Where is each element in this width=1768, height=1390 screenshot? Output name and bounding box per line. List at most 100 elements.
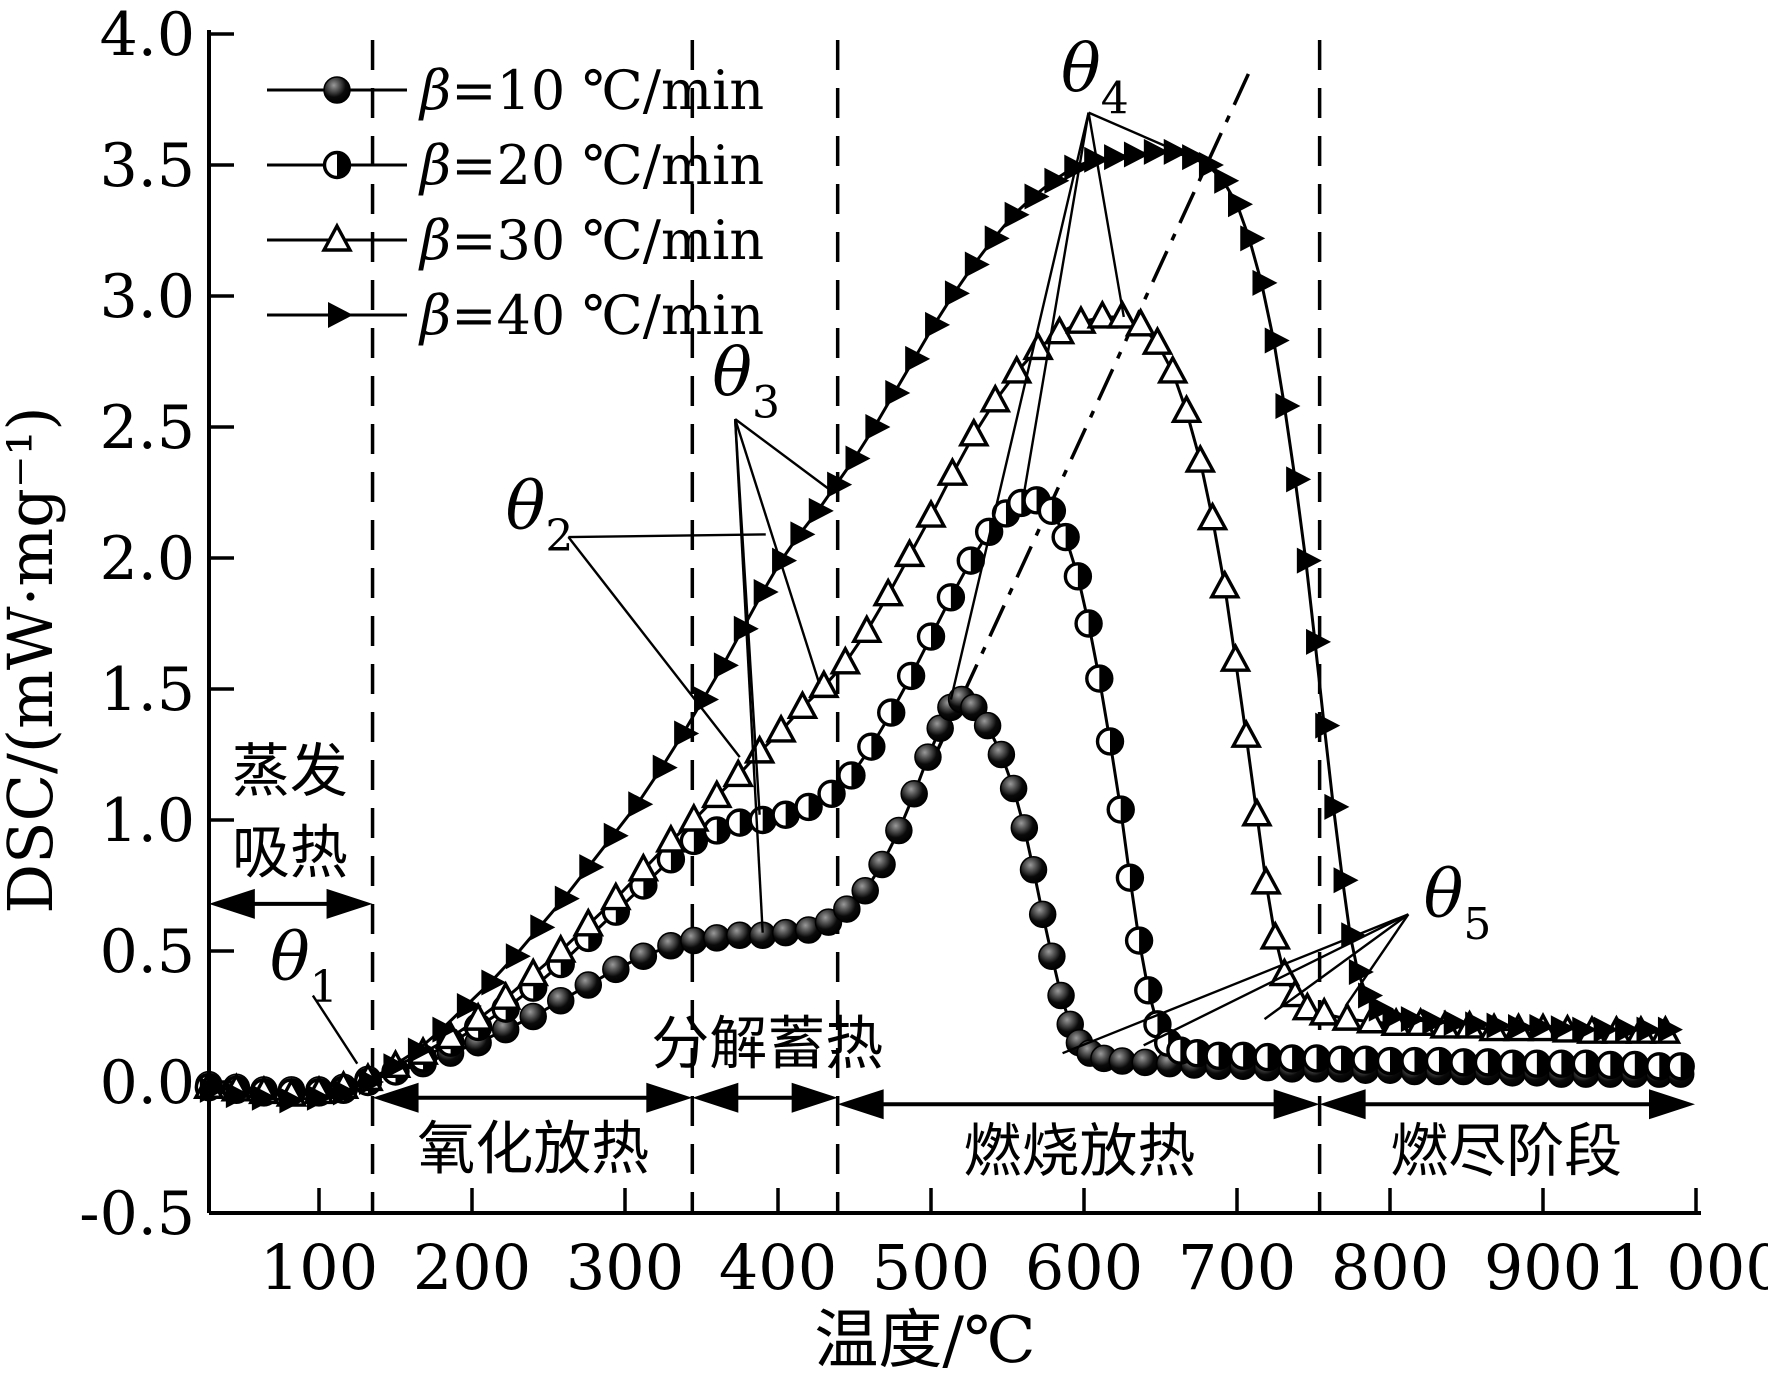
marker-circle-filled-icon [914, 743, 942, 771]
marker-circle-half-fill [1487, 1049, 1501, 1075]
marker-circle-half-fill [1267, 1044, 1281, 1070]
marker-circle-filled-icon [1108, 1047, 1136, 1075]
theta-label: θ3 [712, 335, 780, 429]
marker-circle-half-fill [871, 734, 884, 760]
marker-triangle-right-icon [944, 280, 970, 307]
marker-triangle-right-icon [1333, 867, 1359, 894]
marker-triangle-open-icon [655, 823, 687, 853]
marker-triangle-right-icon [1348, 958, 1374, 985]
marker-triangle-right-icon [1400, 1006, 1426, 1033]
legend-label: β=20 ℃/min [418, 134, 764, 197]
marker-triangle-right-icon [1358, 982, 1384, 1009]
marker-circle-half-fill [1110, 728, 1123, 754]
marker-circle-filled-icon [885, 816, 913, 845]
legend-label: β=10 ℃/min [418, 59, 764, 122]
marker-triangle-right-icon [1465, 1011, 1491, 1038]
marker-triangle-right-icon [1315, 712, 1341, 739]
marker-triangle-open-icon [1043, 315, 1076, 345]
marker-circle-half-fill [851, 762, 864, 788]
y-tick-label: 4.0 [100, 0, 195, 70]
marker-circle-filled-icon [519, 1002, 547, 1031]
theta-label: θ5 [1424, 856, 1492, 950]
x-tick-label: 400 [719, 1231, 837, 1304]
marker-triangle-right-icon [579, 854, 605, 881]
y-tick-label: -0.5 [79, 1179, 195, 1249]
marker-triangle-right-icon [328, 302, 353, 328]
marker-circle-filled-icon [1010, 814, 1039, 842]
marker-triangle-right-icon [481, 969, 507, 996]
marker-circle-half-fill [1365, 1047, 1379, 1073]
marker-triangle-open-icon [1086, 299, 1119, 329]
marker-triangle-open-icon [957, 417, 990, 447]
marker-triangle-right-icon [652, 754, 678, 781]
theta-leader-line [733, 419, 764, 933]
marker-triangle-right-icon [1306, 628, 1332, 655]
marker-triangle-open-icon [1000, 354, 1033, 384]
marker-triangle-right-icon [603, 822, 629, 849]
marker-triangle-right-icon [1275, 393, 1301, 420]
marker-triangle-open-icon [872, 577, 905, 607]
stage-region-1: 氧化放热 [372, 1082, 693, 1183]
marker-triangle-right-icon [505, 943, 531, 970]
marker-circle-half-fill [1218, 1043, 1232, 1069]
legend-label: β=30 ℃/min [418, 209, 764, 272]
marker-triangle-right-icon [1104, 144, 1130, 171]
arrow-left-icon [1319, 1089, 1366, 1120]
marker-circle-filled-icon [833, 895, 861, 923]
marker-triangle-right-icon [885, 379, 911, 406]
marker-triangle-open-icon [1259, 920, 1292, 950]
marker-triangle-right-icon [865, 414, 891, 440]
marker-triangle-right-icon [225, 1082, 251, 1109]
marker-circle-filled-icon [546, 987, 575, 1015]
marker-triangle-open-icon [700, 778, 733, 809]
marker-triangle-open-icon [722, 757, 755, 788]
marker-triangle-open-icon [321, 222, 353, 252]
marker-triangle-right-icon [332, 1079, 358, 1106]
marker-triangle-right-icon [964, 251, 990, 278]
marker-circle-filled-icon [657, 932, 685, 960]
theta-label: θ2 [506, 468, 574, 562]
marker-triangle-right-icon [456, 993, 482, 1020]
marker-triangle-open-icon [1230, 718, 1263, 748]
marker-circle-filled-icon [726, 921, 754, 950]
theta-annotation-3: θ3 [712, 335, 831, 933]
marker-triangle-open-icon [572, 907, 605, 937]
theta-annotation-4: θ4 [949, 31, 1186, 700]
arrow-left-icon [837, 1089, 884, 1120]
marker-triangle-open-icon [544, 933, 577, 963]
arrow-left-icon [692, 1082, 739, 1113]
marker-circle-half-fill [1634, 1052, 1648, 1078]
marker-circle-filled-icon [602, 955, 630, 984]
marker-triangle-right-icon [1486, 1012, 1512, 1039]
marker-circle-filled-icon [868, 850, 896, 879]
marker-circle-filled-icon [1047, 981, 1075, 1010]
marker-circle-half-fill [831, 781, 845, 807]
marker-triangle-open-icon [850, 613, 883, 644]
x-tick-label: 100 [260, 1231, 378, 1304]
stage-region-label: 燃烧放热 [963, 1117, 1195, 1185]
marker-triangle-open-icon [1170, 393, 1203, 423]
marker-triangle-right-icon [753, 579, 779, 606]
marker-circle-half-fill [950, 584, 964, 610]
marker-triangle-open-icon [599, 881, 632, 911]
marker-triangle-right-icon [808, 497, 834, 524]
x-tick-label: 800 [1331, 1231, 1449, 1304]
marker-triangle-open-icon [1184, 443, 1217, 473]
series-line [208, 315, 1666, 1097]
marker-triangle-right-icon [407, 1037, 433, 1064]
marker-triangle-right-icon [306, 1084, 332, 1111]
marker-triangle-right-icon [925, 311, 951, 338]
marker-triangle-right-icon [713, 652, 739, 679]
marker-circle-half-fill [1243, 1043, 1256, 1069]
marker-circle-filled-icon [574, 971, 603, 999]
marker-triangle-open-icon [627, 852, 660, 882]
marker-circle-half-fill [970, 548, 984, 574]
marker-triangle-right-icon [1324, 793, 1350, 820]
marker-circle-filled-icon [629, 942, 658, 970]
marker-circle-half-fill [1139, 928, 1152, 954]
marker-triangle-right-icon [383, 1053, 409, 1080]
